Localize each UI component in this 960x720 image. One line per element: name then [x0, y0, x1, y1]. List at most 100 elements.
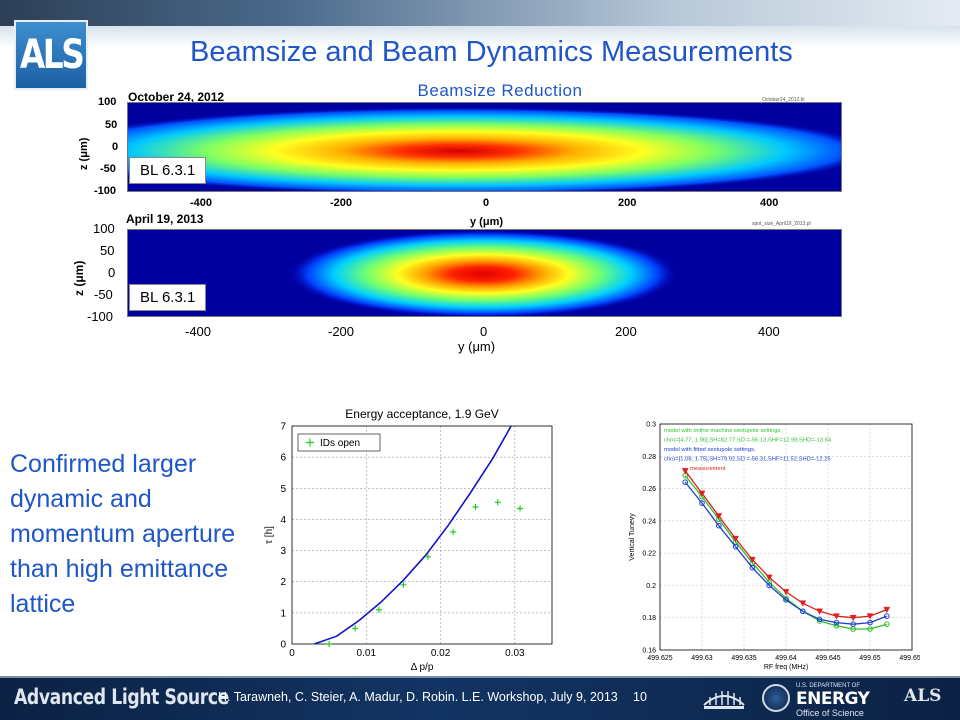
top-xtick: 0: [483, 197, 490, 209]
data-point: [782, 589, 790, 596]
data-point: [699, 500, 705, 506]
beam-bottom-date: April 19, 2013: [126, 212, 204, 226]
data-point: [833, 622, 840, 629]
bottom-ytick: -100: [87, 309, 114, 324]
beam-top-date: October 24, 2012: [128, 90, 225, 104]
data-point: [884, 613, 890, 619]
conclusion-text: Confirmed larger dynamic and momentum ap…: [10, 450, 236, 618]
data-point: [472, 503, 479, 510]
data-point: [749, 564, 756, 571]
top-xtick: -200: [330, 197, 353, 209]
y-tick-label: 3: [280, 546, 286, 557]
vertical-tune-chart: 499.625 499.63 499.635 499.64 499.645 499.65 4…: [620, 404, 920, 674]
beam-bottom-filename: spot_size_April19_2013.pl: [752, 221, 811, 227]
bottom-ytick: 100: [93, 221, 115, 236]
doe-seal-icon: [762, 684, 790, 712]
top-ytick: 50: [105, 119, 118, 131]
x-tick-label: 499.625: [647, 655, 672, 662]
data-point: [867, 619, 873, 626]
y-tick-label: 0: [280, 640, 286, 651]
y-tick-label: 6: [280, 453, 286, 464]
bottom-xtick: 200: [615, 324, 637, 339]
data-point: [883, 606, 891, 614]
x-axis-label: Δ p/p: [411, 662, 434, 673]
x-tick-label: 499.65: [859, 655, 881, 662]
plot-frame: [291, 425, 553, 645]
bottom-xtick: 0: [480, 324, 488, 339]
x-tick-label: 499.63: [691, 655, 713, 662]
data-point: [732, 543, 739, 550]
legend-line: model with fitted sextupole settings,: [664, 447, 756, 453]
data-point: [494, 499, 501, 506]
x-tick-label: 0.03: [505, 648, 525, 659]
x-tick-label: 0.02: [431, 648, 451, 659]
data-point: [867, 626, 873, 632]
legend-line: chro=[4.77, 1.96],SH=82.77,SD =-56.13,SH…: [664, 438, 832, 444]
y-tick-label: 4: [280, 515, 286, 526]
data-point: [698, 490, 706, 497]
data-point: [799, 600, 807, 607]
top-ytick: 0: [112, 141, 119, 153]
data-point: [682, 479, 688, 485]
beam-image-bottom: [127, 229, 842, 317]
data-point: [715, 513, 723, 520]
beam-top-filename: October24_2012.bi: [762, 97, 805, 103]
bottom-ytick: -50: [94, 287, 113, 302]
chart-title: Energy acceptance, 1.9 GeV: [345, 407, 498, 421]
y-tick-label: 5: [280, 484, 286, 495]
footer-brand: Advanced Light Source: [14, 685, 229, 709]
y-tick-label: 1: [280, 608, 286, 619]
y-tick-label: 0.26: [642, 486, 656, 493]
legend-label: IDs open: [320, 438, 360, 449]
x-tick-label: 0: [289, 648, 295, 659]
bottom-ytick: 50: [100, 243, 115, 258]
data-point: [450, 528, 457, 535]
header-band-fade: [0, 26, 960, 48]
y-tick-label: 0.3: [646, 422, 656, 429]
y-tick-label: 0.2: [646, 583, 656, 590]
y-tick-label: 0.22: [642, 551, 656, 558]
x-tick-label: 499.64: [775, 655, 797, 662]
top-xtick: -400: [190, 197, 213, 209]
x-tick-label: 0.01: [357, 648, 377, 659]
data-point: [424, 553, 431, 560]
y-tick-label: 0.28: [642, 454, 656, 461]
data-point: [326, 641, 333, 647]
data-point: [352, 625, 359, 632]
als-footer-logo: ALS: [904, 686, 942, 706]
als-logo: ALS: [14, 20, 88, 90]
data-point: [400, 581, 407, 588]
data-point: [748, 556, 756, 564]
data-point: [517, 505, 524, 512]
als-logo-text: ALS: [19, 32, 85, 78]
data-point: [833, 619, 840, 626]
top-ytick: -50: [100, 163, 116, 175]
fit-curve: [314, 425, 512, 645]
bottom-xtick: -400: [185, 324, 212, 339]
beam-image-top: [127, 102, 842, 192]
legend-line: measurement: [690, 466, 726, 472]
data-point: [375, 606, 382, 613]
data-point: [681, 468, 689, 475]
doe-office-text: Office of Science: [796, 708, 864, 718]
y-tick-label: 7: [280, 422, 286, 433]
legend-line: model with online machine sextupole sett…: [664, 428, 782, 434]
data-point: [866, 613, 874, 620]
chart-background: [620, 404, 920, 674]
beam-heatmap-top: [128, 103, 841, 191]
legend-marker: [306, 438, 314, 447]
bottom-xlabel: y (μm): [458, 339, 496, 354]
y-tick-label: 2: [280, 577, 286, 588]
bottom-ylabel: z (μm): [72, 260, 86, 296]
data-point: [800, 608, 806, 615]
footer-credit: H. Tarawneh, C. Steier, A. Madur, D. Rob…: [218, 690, 618, 704]
data-point: [766, 582, 772, 589]
series-line: [684, 481, 888, 625]
data-point: [765, 574, 773, 581]
top-ytick: -100: [94, 185, 117, 197]
slide-title: Beamsize and Beam Dynamics Measurements: [190, 36, 793, 68]
data-point: [816, 608, 824, 615]
bottom-xtick: 400: [758, 324, 780, 339]
x-tick-label: 499.645: [815, 655, 840, 662]
